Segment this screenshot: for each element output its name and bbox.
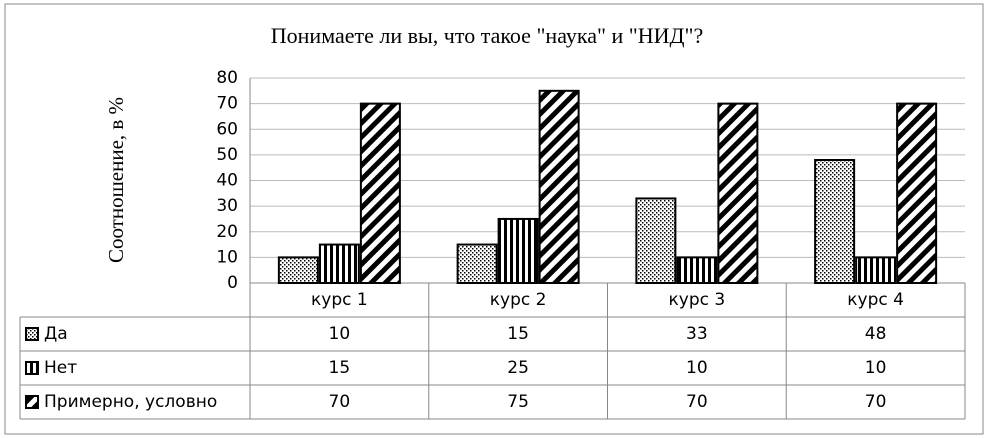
- y-tick-label: 30: [216, 196, 238, 216]
- y-tick-label: 10: [216, 247, 238, 267]
- legend-key: [25, 327, 39, 341]
- legend-key: [25, 361, 39, 375]
- table-value: 33: [686, 324, 708, 344]
- table-value: 10: [329, 324, 351, 344]
- chart-title: Понимаете ли вы, что такое "наука" и "НИ…: [271, 23, 703, 48]
- y-tick-label: 50: [216, 145, 238, 165]
- bar: [359, 102, 401, 284]
- table-value: 75: [507, 392, 529, 412]
- bar: [814, 159, 856, 284]
- table-value: 48: [865, 324, 887, 344]
- table-value: 70: [686, 392, 708, 412]
- legend-label: Примерно, условно: [44, 392, 217, 412]
- bar: [277, 256, 319, 284]
- bar: [635, 197, 677, 284]
- table-value: 70: [329, 392, 351, 412]
- bar: [497, 217, 539, 284]
- legend-label: Нет: [44, 358, 77, 378]
- y-tick-label: 40: [216, 171, 238, 191]
- bar: [456, 243, 498, 284]
- bar: [855, 256, 897, 284]
- table-value: 25: [507, 358, 529, 378]
- table-value: 10: [686, 358, 708, 378]
- legend-key: [25, 395, 39, 409]
- x-tick-label: курс 2: [490, 290, 547, 310]
- table-value: 15: [329, 358, 351, 378]
- y-tick-label: 20: [216, 222, 238, 242]
- table-value: 10: [865, 358, 887, 378]
- x-tick-label: курс 1: [311, 290, 368, 310]
- y-tick-label: 60: [216, 119, 238, 139]
- table-value: 15: [507, 324, 529, 344]
- y-tick-label: 70: [216, 94, 238, 114]
- y-tick-label: 80: [216, 68, 238, 88]
- y-axis-title: Соотношение, в %: [104, 97, 128, 263]
- y-tick-label: 0: [227, 273, 238, 293]
- bar: [717, 102, 759, 284]
- x-tick-label: курс 3: [669, 290, 726, 310]
- bar: [318, 243, 360, 284]
- bar: [676, 256, 718, 284]
- table-value: 70: [865, 392, 887, 412]
- bar: [538, 89, 580, 284]
- bar: [896, 102, 938, 284]
- x-tick-label: курс 4: [847, 290, 904, 310]
- legend-label: Да: [44, 324, 68, 344]
- frame: [4, 3, 984, 435]
